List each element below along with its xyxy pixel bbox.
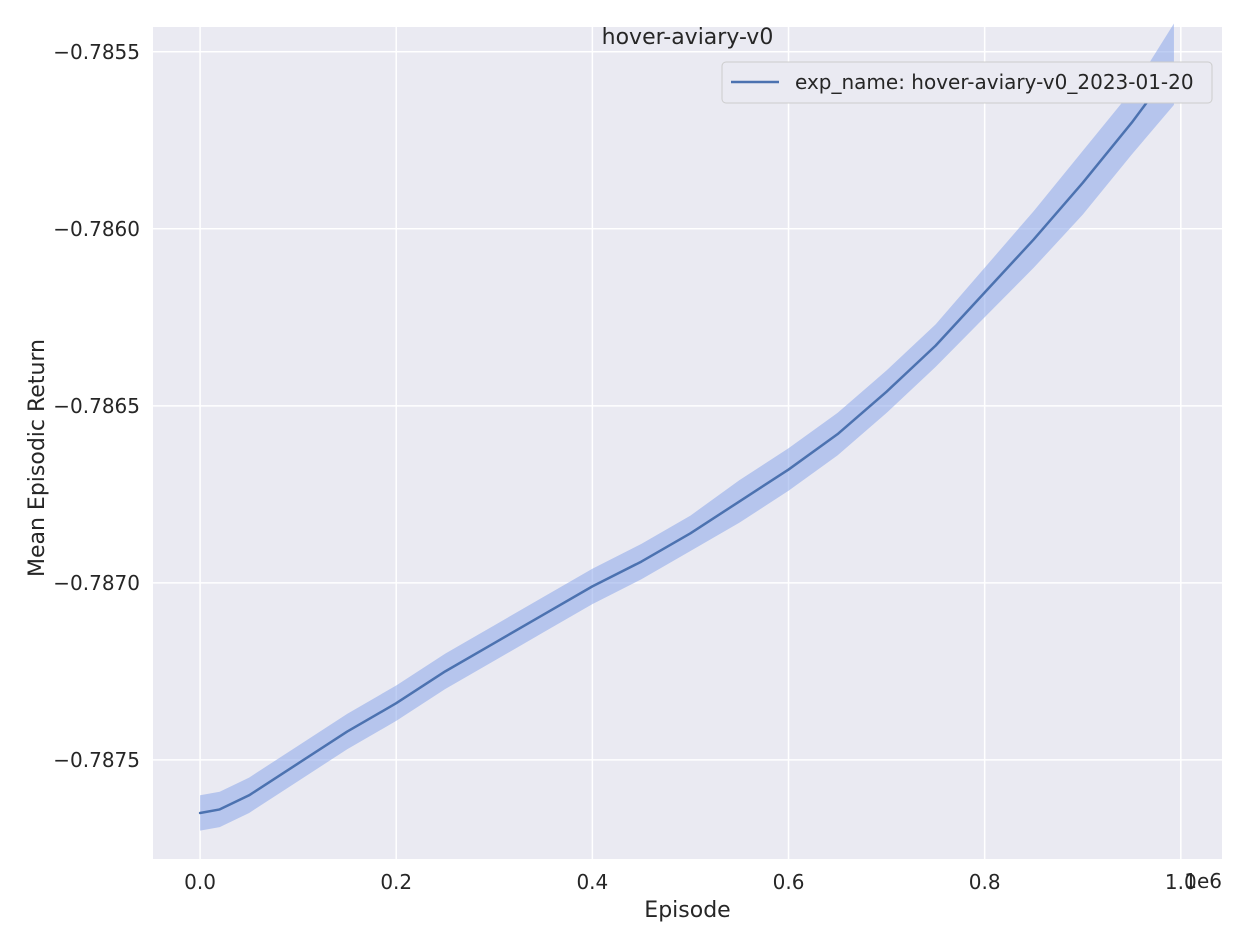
y-axis-label: Mean Episodic Return [25, 339, 50, 577]
x-axis-label: Episode [644, 898, 730, 923]
x-tick-label: 0.2 [380, 870, 412, 894]
x-axis-offset-text: 1e6 [1184, 869, 1222, 893]
x-gridlines [199, 27, 1182, 859]
y-tick-label: −0.7860 [53, 217, 140, 241]
x-tick-labels: 0.0 0.2 0.4 0.6 0.8 1.0 [184, 870, 1197, 894]
y-tick-label: −0.7870 [53, 571, 140, 595]
series-lines [198, 64, 1176, 815]
x-tick-label: 0.0 [184, 870, 216, 894]
confidence-bands [200, 23, 1174, 831]
y-tick-label: −0.7855 [53, 40, 140, 64]
x-tick-label: 1.0 [1165, 870, 1197, 894]
legend-label: exp_name: hover-aviary-v0_2023-01-20 [795, 70, 1194, 94]
x-tick-label: 0.4 [576, 870, 608, 894]
plot-background [153, 27, 1222, 859]
y-tick-label: −0.7875 [53, 748, 140, 772]
chart-title: hover-aviary-v0 [602, 25, 774, 50]
x-tick-label: 0.8 [969, 870, 1001, 894]
legend-box [721, 61, 1213, 104]
y-tick-labels: −0.7875 −0.7870 −0.7865 −0.7860 −0.7855 [53, 40, 140, 772]
series-line [198, 64, 1176, 815]
x-tick-label: 0.6 [773, 870, 805, 894]
y-tick-label: −0.7865 [53, 394, 140, 418]
confidence-band [200, 23, 1174, 831]
legend: exp_name: hover-aviary-v0_2023-01-20 [721, 61, 1213, 104]
